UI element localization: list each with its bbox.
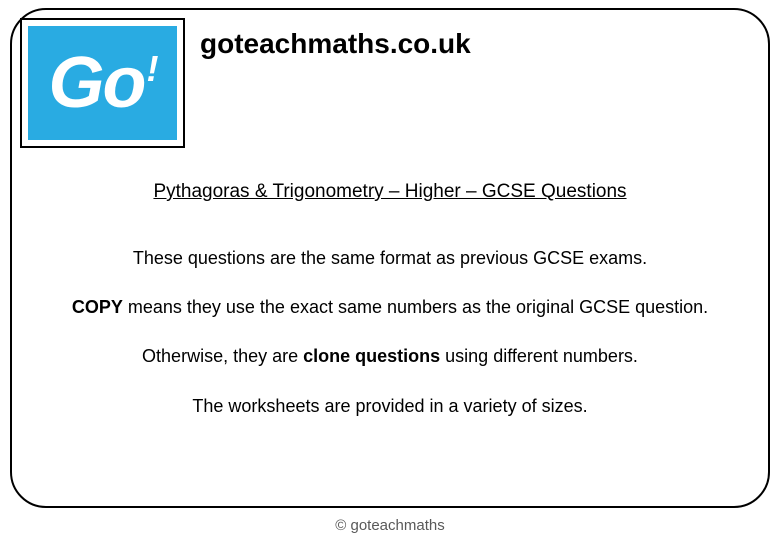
- description-line-3: Otherwise, they are clone questions usin…: [0, 345, 780, 368]
- line3-pre: Otherwise, they are: [142, 346, 303, 366]
- logo-text: Go!: [49, 47, 157, 119]
- logo-container: Go!: [20, 18, 185, 148]
- clone-keyword: clone questions: [303, 346, 440, 366]
- line3-post: using different numbers.: [440, 346, 638, 366]
- logo-exclamation: !: [146, 51, 156, 87]
- logo-background: Go!: [28, 26, 177, 140]
- site-title: goteachmaths.co.uk: [200, 28, 471, 60]
- description-line-1: These questions are the same format as p…: [0, 247, 780, 270]
- description-line-4: The worksheets are provided in a variety…: [0, 395, 780, 418]
- copy-keyword: COPY: [72, 297, 123, 317]
- worksheet-title: Pythagoras & Trigonometry – Higher – GCS…: [0, 180, 780, 205]
- description-line-2: COPY means they use the exact same numbe…: [0, 296, 780, 319]
- line2-rest: means they use the exact same numbers as…: [123, 297, 708, 317]
- logo-main-text: Go: [49, 47, 145, 119]
- footer-copyright: © goteachmaths: [0, 517, 780, 534]
- content-area: Pythagoras & Trigonometry – Higher – GCS…: [0, 180, 780, 444]
